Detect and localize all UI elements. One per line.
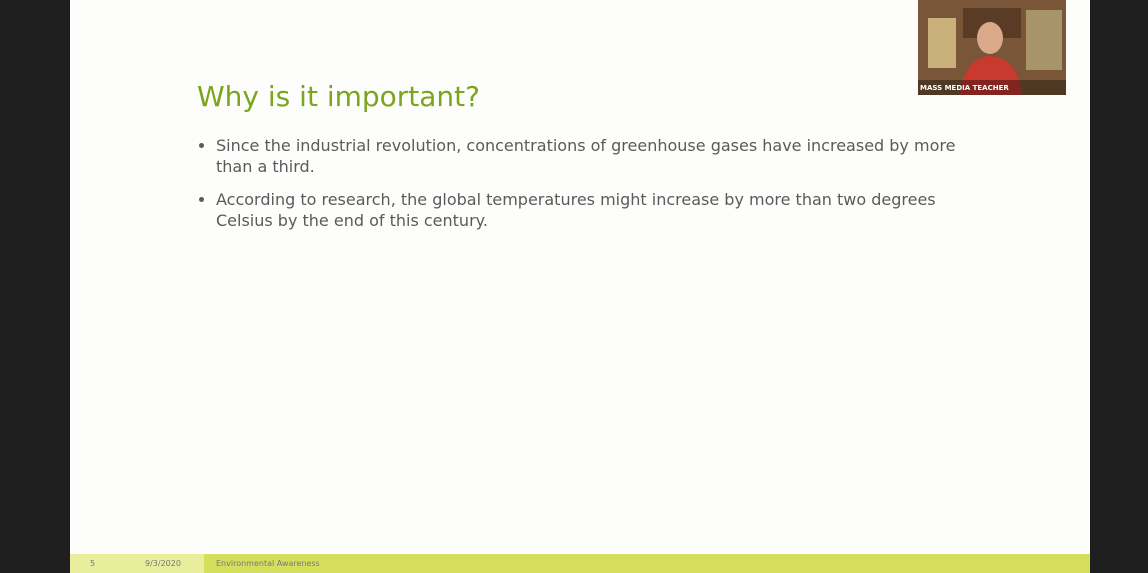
bullet: According to research, the global temper…	[216, 189, 976, 231]
webcam-label: MASS MEDIA TEACHER	[920, 84, 1009, 92]
footer-text: Environmental Awareness	[216, 559, 320, 568]
webcam: MASS MEDIA TEACHER	[918, 0, 1066, 95]
screen: Why is it important? Since the industria…	[0, 0, 1148, 573]
webcam-image	[918, 0, 1066, 95]
bullet-list: Since the industrial revolution, concent…	[198, 135, 976, 243]
footer-date: 9/3/2020	[145, 559, 181, 568]
slide-title: Why is it important?	[197, 80, 480, 113]
bullet: Since the industrial revolution, concent…	[216, 135, 976, 177]
page-number: 5	[90, 559, 95, 568]
footer: 5 9/3/2020 Environmental Awareness	[70, 554, 1090, 573]
